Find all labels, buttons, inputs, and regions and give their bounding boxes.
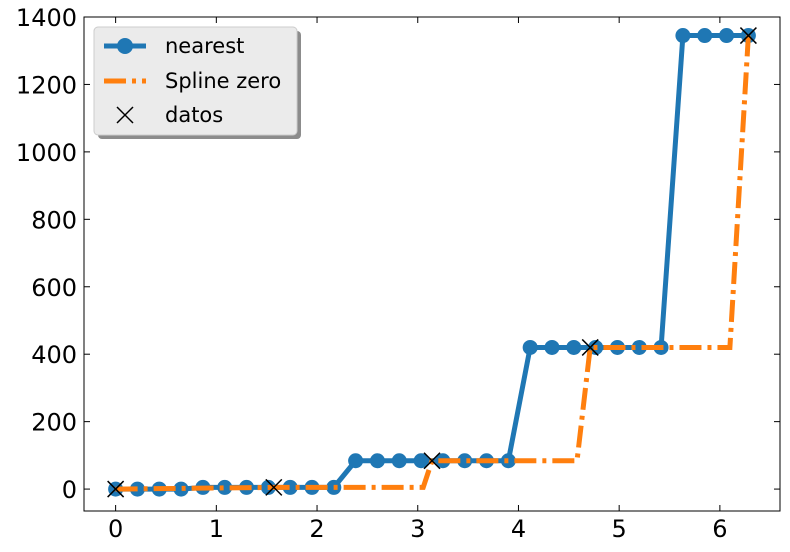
point-nearest: [719, 28, 735, 44]
point-nearest: [413, 453, 429, 469]
point-nearest: [282, 479, 298, 495]
point-nearest: [631, 339, 647, 355]
point-datos: [581, 338, 599, 356]
x-tick-label: 3: [410, 515, 425, 543]
x-tick-label: 2: [309, 515, 324, 543]
series-line-spline-zero: [115, 35, 751, 492]
point-datos-stroke: [265, 478, 283, 496]
point-nearest: [522, 339, 538, 355]
point-nearest: [500, 453, 516, 469]
axis-ticks: 0 1 2 3 4 5 6 0 200 400 600 800 1000 1200 1400: [16, 4, 780, 543]
point-nearest: [217, 479, 233, 495]
y-tick-label: 1000: [16, 139, 77, 167]
point-datos-stroke: [581, 338, 599, 356]
point-nearest: [391, 453, 407, 469]
point-nearest: [369, 453, 385, 469]
plot-frame: [83, 16, 781, 512]
point-datos-stroke: [739, 27, 757, 45]
legend-marker-nearest: [117, 38, 133, 54]
legend-label-spline: Spline zero: [165, 69, 281, 93]
legend-box: [93, 26, 298, 136]
legend-items: nearest Spline zero datos: [104, 34, 281, 127]
x-tick-label: 0: [108, 515, 123, 543]
point-nearest: [457, 453, 473, 469]
y-tick-label: 1400: [16, 4, 77, 32]
point-datos-stroke: [423, 452, 441, 470]
x-tick-label: 1: [209, 515, 224, 543]
point-datos-stroke: [107, 480, 125, 498]
y-tick-label: 600: [31, 274, 77, 302]
legend-label-datos: datos: [165, 103, 223, 127]
y-tick-label: 200: [31, 409, 77, 437]
point-nearest: [675, 28, 691, 44]
point-datos: [423, 452, 441, 470]
plot-area: [107, 27, 757, 498]
point-datos: [265, 478, 283, 496]
point-datos: [107, 480, 125, 498]
point-nearest: [544, 339, 560, 355]
point-nearest: [566, 339, 582, 355]
y-tick-label: 800: [31, 206, 77, 234]
legend-label-nearest: nearest: [165, 34, 244, 58]
x-tick-label: 4: [511, 515, 526, 543]
y-tick-label: 0: [62, 476, 77, 504]
point-nearest: [348, 453, 364, 469]
point-nearest: [173, 481, 189, 497]
point-datos: [739, 27, 757, 45]
x-tick-label: 5: [612, 515, 627, 543]
y-tick-label: 1200: [16, 71, 77, 99]
x-tick-label: 6: [712, 515, 727, 543]
y-tick-label: 400: [31, 341, 77, 369]
point-nearest: [697, 28, 713, 44]
legend-marker-datos: [116, 106, 134, 124]
legend: nearest Spline zero datos: [93, 26, 301, 139]
